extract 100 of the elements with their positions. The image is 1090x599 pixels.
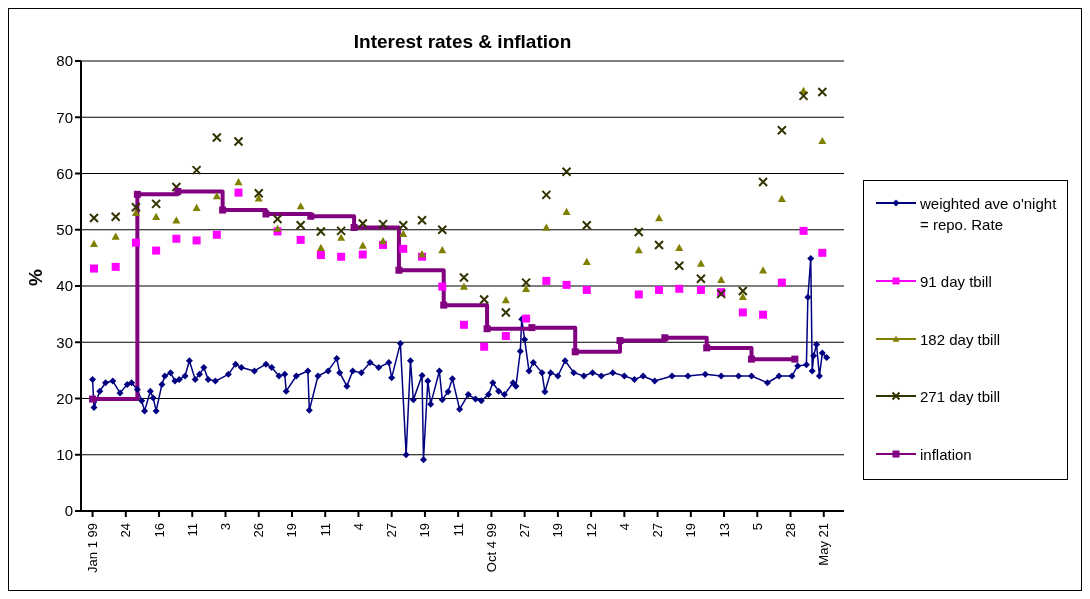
point: [437, 224, 448, 235]
point: [696, 259, 705, 267]
point: [219, 206, 227, 214]
point: [581, 220, 592, 231]
x-tick-label: 19: [284, 523, 300, 538]
x-tick-label: 12: [583, 523, 599, 538]
point: [541, 189, 552, 200]
point: [316, 251, 325, 260]
point: [152, 246, 161, 255]
point: [737, 286, 748, 297]
point: [111, 262, 120, 271]
point: [818, 248, 827, 257]
point: [799, 226, 808, 235]
point: [777, 278, 786, 287]
point: [151, 198, 162, 209]
point: [262, 210, 270, 218]
point: [316, 243, 325, 251]
point: [438, 246, 447, 254]
point: [521, 277, 532, 288]
point: [234, 188, 243, 197]
y-tick-label: 10: [56, 446, 73, 464]
point: [817, 86, 828, 97]
point: [654, 239, 665, 250]
x-tick-label: 19: [683, 523, 699, 538]
point: [759, 310, 768, 319]
point: [717, 275, 726, 284]
x-tick-label: 11: [317, 523, 333, 537]
x-tick-label: 28: [783, 523, 799, 538]
y-tick-label: 20: [56, 389, 73, 407]
x-tick-label: Oct 4 99: [483, 523, 499, 573]
x-tick-label: 19: [417, 523, 433, 538]
point: [582, 257, 591, 266]
x-tick-label: 27: [517, 523, 533, 538]
y-tick-label: 60: [56, 164, 73, 182]
chart-title: Interest rates & inflation: [352, 31, 573, 53]
point: [417, 215, 428, 226]
x-tick-label: 4: [616, 523, 632, 531]
point: [315, 226, 326, 237]
point: [674, 260, 685, 271]
point: [89, 212, 100, 223]
point: [358, 241, 367, 249]
point: [738, 292, 747, 300]
point: [273, 224, 282, 232]
point: [634, 246, 643, 254]
y-tick-label: 80: [56, 52, 73, 70]
point: [655, 213, 664, 222]
point: [542, 276, 551, 285]
point: [172, 216, 181, 224]
x-tick-label: Jan 1 99: [85, 523, 101, 573]
point: [90, 264, 99, 273]
point: [131, 238, 140, 247]
point: [571, 348, 579, 356]
point: [399, 229, 408, 237]
point: [818, 136, 827, 145]
x-tick-label: May 21: [816, 523, 832, 566]
point: [562, 207, 571, 215]
x-tick-label: 4: [350, 523, 366, 531]
point: [192, 203, 201, 212]
point: [133, 190, 141, 198]
point: [480, 342, 489, 351]
point: [234, 177, 243, 186]
point: [171, 182, 182, 192]
x-tick-label: 19: [550, 523, 566, 538]
point: [191, 165, 202, 176]
y-tick-label: 70: [56, 108, 73, 126]
point: [296, 235, 305, 244]
point: [379, 237, 388, 245]
point: [152, 212, 161, 221]
point: [501, 296, 510, 304]
point: [89, 395, 97, 403]
y-tick-label: 50: [56, 221, 73, 239]
point: [212, 230, 221, 239]
point: [634, 290, 643, 299]
point: [500, 307, 511, 318]
point: [459, 282, 468, 290]
point: [758, 176, 769, 187]
x-tick-label: 11: [450, 523, 466, 537]
point: [542, 223, 551, 231]
point: [253, 188, 264, 199]
point: [131, 208, 140, 217]
point: [582, 285, 591, 294]
point: [307, 212, 315, 220]
point: [798, 90, 809, 101]
point: [111, 232, 120, 240]
point: [211, 132, 222, 143]
point: [192, 236, 201, 245]
legend-label: weighted ave o'night = repo. Rate: [920, 193, 1057, 235]
point: [90, 239, 99, 248]
point: [398, 220, 409, 231]
x-tick-label: 13: [716, 523, 732, 538]
point: [738, 308, 747, 317]
point: [561, 166, 572, 177]
point: [675, 284, 684, 293]
x-tick-label: 5: [749, 523, 765, 531]
point: [528, 324, 536, 332]
point: [776, 125, 787, 136]
point: [696, 285, 705, 294]
point: [174, 188, 182, 195]
point: [358, 250, 367, 259]
point: [399, 244, 408, 253]
